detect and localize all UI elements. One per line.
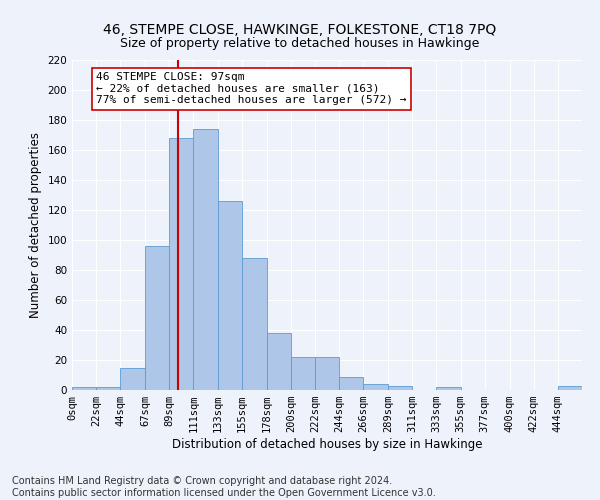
X-axis label: Distribution of detached houses by size in Hawkinge: Distribution of detached houses by size …	[172, 438, 482, 451]
Text: Contains HM Land Registry data © Crown copyright and database right 2024.
Contai: Contains HM Land Registry data © Crown c…	[12, 476, 436, 498]
Bar	[388, 386, 412, 390]
Bar	[267, 333, 291, 390]
Bar	[120, 368, 145, 390]
Bar	[169, 138, 193, 390]
Bar	[145, 246, 169, 390]
Bar	[218, 201, 242, 390]
Bar	[291, 357, 315, 390]
Bar	[363, 384, 388, 390]
Text: Size of property relative to detached houses in Hawkinge: Size of property relative to detached ho…	[121, 38, 479, 51]
Bar	[72, 387, 96, 390]
Bar	[315, 357, 339, 390]
Bar	[96, 387, 120, 390]
Text: 46 STEMPE CLOSE: 97sqm
← 22% of detached houses are smaller (163)
77% of semi-de: 46 STEMPE CLOSE: 97sqm ← 22% of detached…	[96, 72, 407, 105]
Bar	[242, 258, 267, 390]
Bar	[193, 129, 218, 390]
Bar	[436, 387, 461, 390]
Bar	[339, 376, 363, 390]
Bar	[558, 386, 582, 390]
Y-axis label: Number of detached properties: Number of detached properties	[29, 132, 42, 318]
Text: 46, STEMPE CLOSE, HAWKINGE, FOLKESTONE, CT18 7PQ: 46, STEMPE CLOSE, HAWKINGE, FOLKESTONE, …	[103, 22, 497, 36]
